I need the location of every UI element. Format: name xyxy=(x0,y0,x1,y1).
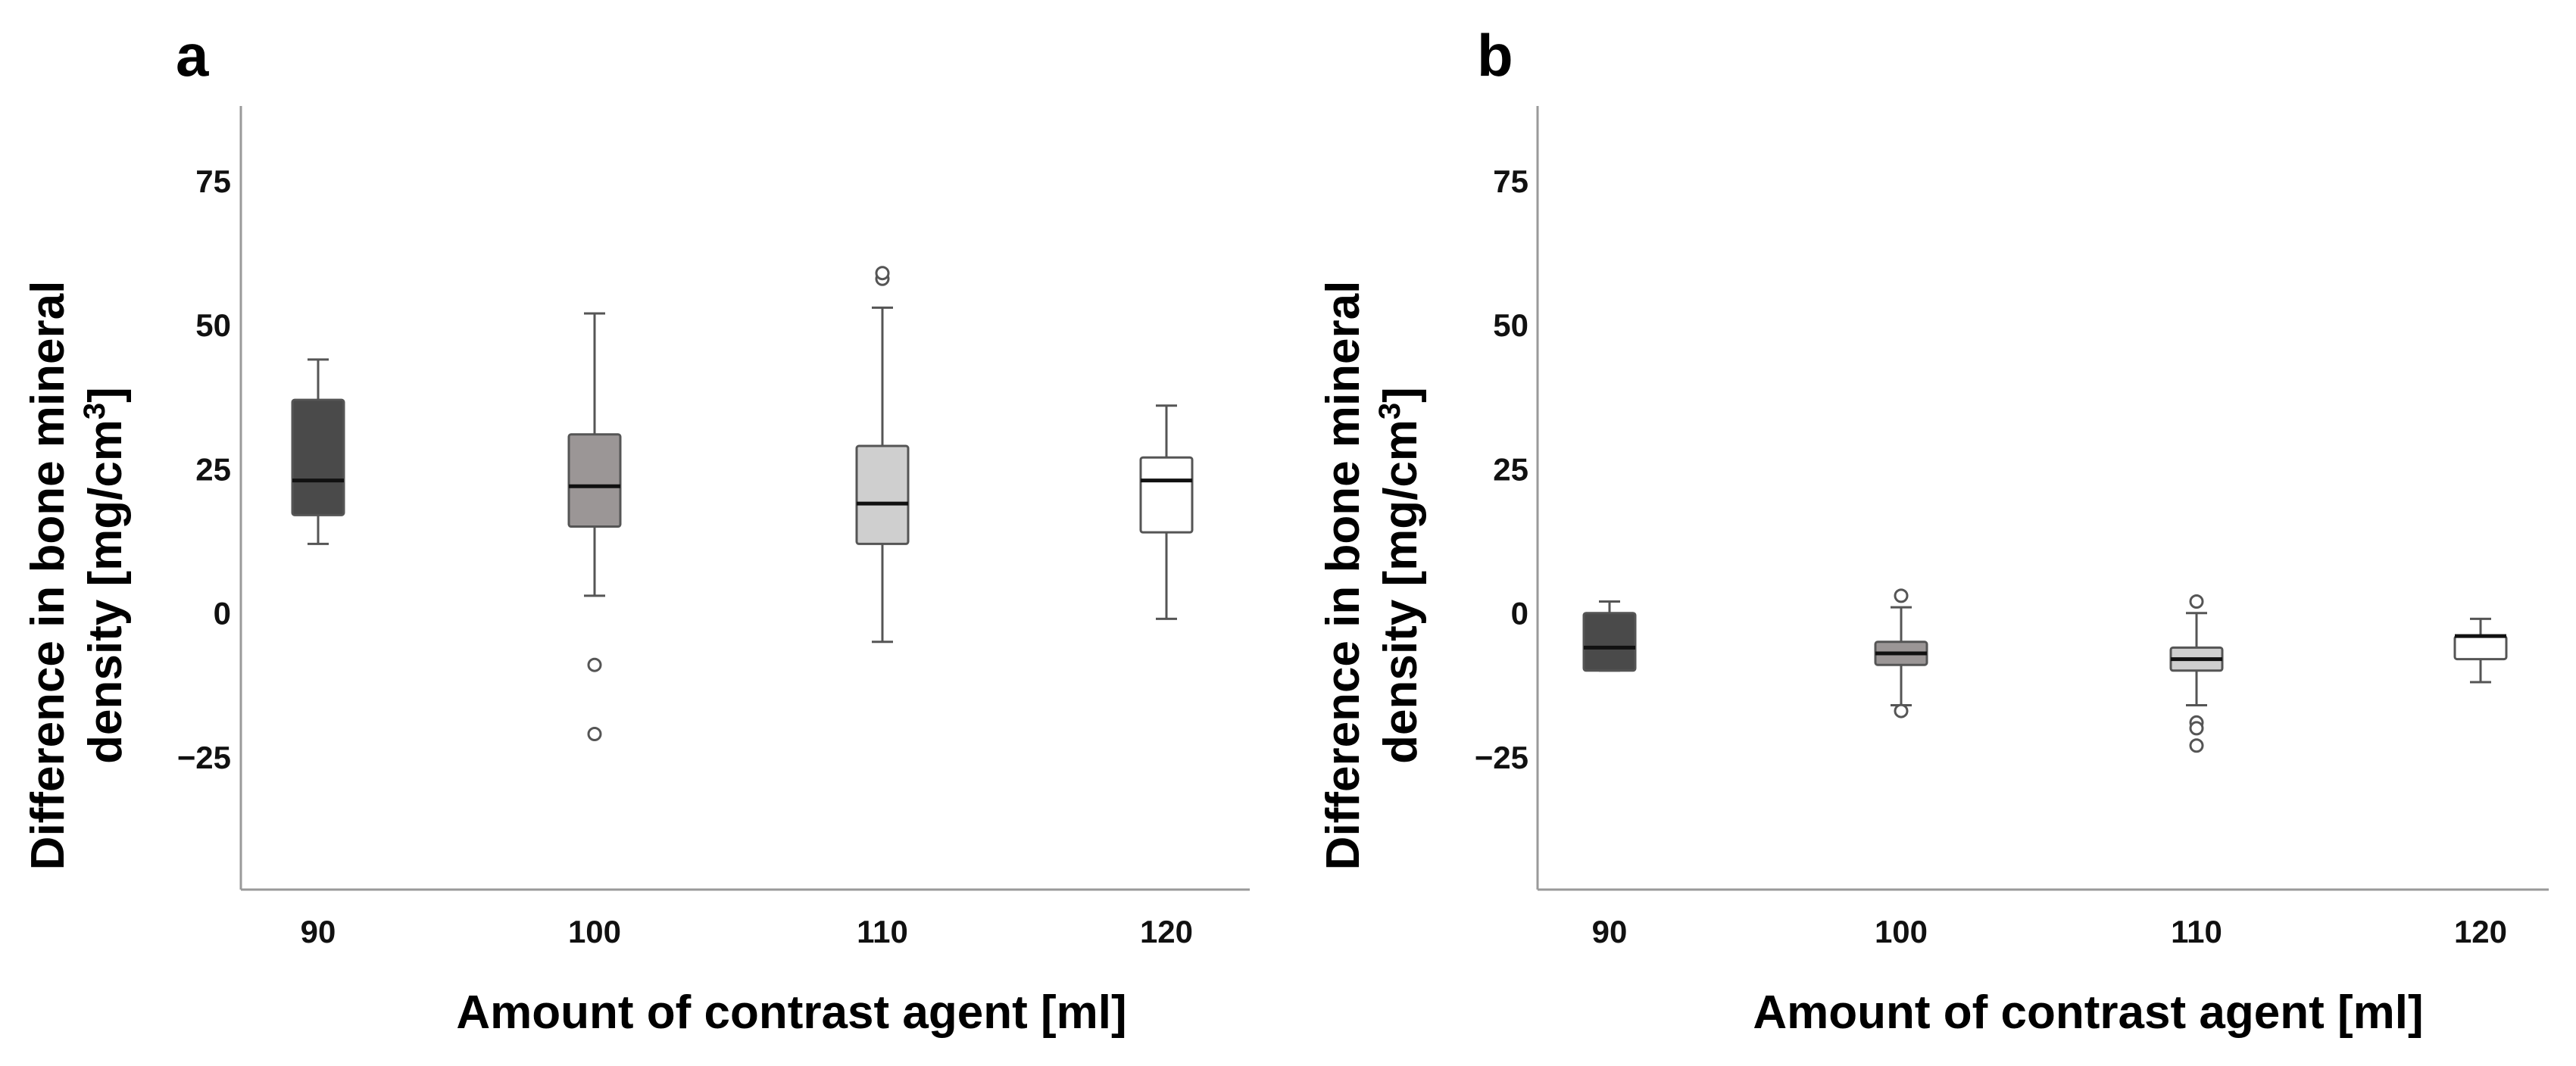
iqr-box xyxy=(1582,612,1637,672)
x-tick-label: 100 xyxy=(568,914,621,949)
y-tick-label: 50 xyxy=(1493,307,1528,343)
boxplot-120 xyxy=(1139,404,1194,620)
x-tick-label: 120 xyxy=(1140,914,1193,949)
boxplot-100 xyxy=(1874,588,1928,718)
y-axis-title-line1: Difference in bone mineral xyxy=(22,281,74,871)
x-tick-label: 110 xyxy=(857,914,908,949)
outlier-point xyxy=(2189,594,2204,609)
y-axis-title-superscript: 3 xyxy=(78,403,111,419)
y-tick-label: 25 xyxy=(1493,451,1528,487)
outlier-point xyxy=(2189,721,2204,736)
panel-a: a Difference in bone mineral density [mg… xyxy=(22,22,1250,1039)
y-axis-title: Difference in bone mineral density [mg/c… xyxy=(1317,281,1427,871)
x-tick-label: 90 xyxy=(1592,914,1628,949)
x-tick-label: 100 xyxy=(1875,914,1928,949)
outlier-point xyxy=(1894,588,1909,603)
boxplot-90 xyxy=(1582,600,1637,672)
panel-label: b xyxy=(1477,22,1513,89)
x-axis-title: Amount of contrast agent [ml] xyxy=(1753,987,2423,1039)
y-tick-label: 0 xyxy=(1511,596,1528,631)
y-axis-title-line1: Difference in bone mineral xyxy=(1317,281,1369,871)
y-tick-label: 75 xyxy=(1493,164,1528,199)
boxplot-100 xyxy=(567,312,622,742)
x-tick-label: 120 xyxy=(2454,914,2507,949)
iqr-box xyxy=(567,433,622,528)
panel-label: a xyxy=(176,22,209,89)
y-tick-label: −25 xyxy=(1475,740,1528,775)
y-tick-label: 50 xyxy=(195,307,231,343)
y-axis-title-line2: density [mg/cm3] xyxy=(1373,387,1427,764)
outlier-point xyxy=(587,727,602,742)
y-axis-title-superscript: 3 xyxy=(1373,403,1407,419)
y-axis-title-suffix: ] xyxy=(80,387,132,403)
y-axis-title-line2: density [mg/cm3] xyxy=(78,387,132,764)
x-tick-label: 110 xyxy=(2171,914,2222,949)
boxplot-110 xyxy=(855,266,910,644)
y-axis-title-suffix: ] xyxy=(1375,387,1427,403)
y-tick-label: 0 xyxy=(214,596,231,631)
iqr-box xyxy=(1139,456,1194,534)
y-tick-label: 75 xyxy=(195,164,231,199)
outlier-point xyxy=(2189,738,2204,753)
x-tick-label: 90 xyxy=(301,914,336,949)
y-axis-title-prefix: density [mg/cm xyxy=(1375,419,1427,764)
boxplot-110 xyxy=(2169,594,2224,753)
panel-b: b Difference in bone mineral density [mg… xyxy=(1317,22,2549,1039)
boxplot-90 xyxy=(291,358,345,545)
outlier-point xyxy=(875,266,890,281)
iqr-box xyxy=(291,398,345,516)
y-tick-label: 25 xyxy=(195,451,231,487)
x-axis-title: Amount of contrast agent [ml] xyxy=(456,987,1126,1039)
y-axis-title-prefix: density [mg/cm xyxy=(80,419,132,764)
outlier-point xyxy=(1894,703,1909,718)
y-tick-label: −25 xyxy=(177,740,231,775)
iqr-box xyxy=(855,444,910,545)
iqr-box xyxy=(2453,634,2508,661)
outlier-point xyxy=(587,657,602,672)
y-axis-title: Difference in bone mineral density [mg/c… xyxy=(22,281,132,871)
boxplot-120 xyxy=(2453,617,2508,684)
